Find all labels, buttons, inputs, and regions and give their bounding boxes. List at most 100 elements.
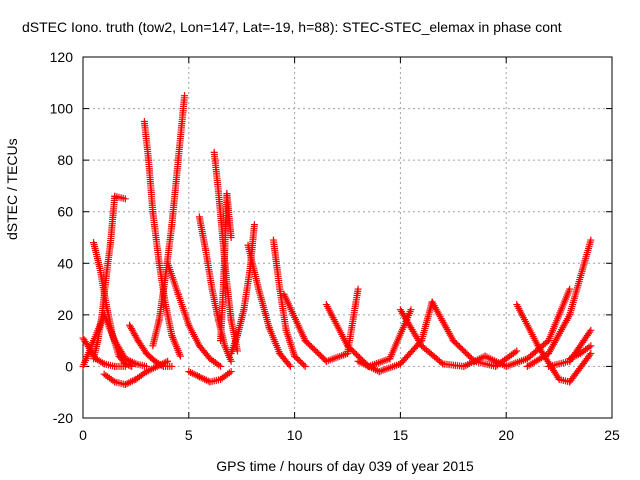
chart-title: dSTEC Iono. truth (tow2, Lon=147, Lat=-1… <box>22 19 562 35</box>
data-point <box>98 359 106 367</box>
series-13 <box>217 190 235 345</box>
data-point <box>121 360 129 368</box>
data-point <box>303 338 311 346</box>
data-point <box>286 362 294 370</box>
x-tick-label: 10 <box>287 427 303 443</box>
plot-frame <box>82 56 613 419</box>
data-point <box>300 361 308 369</box>
y-tick-label: 60 <box>57 204 73 220</box>
data-point <box>586 351 594 359</box>
data-point <box>351 349 359 357</box>
data-point <box>460 347 468 355</box>
y-tick-label: 40 <box>57 255 73 271</box>
data-point <box>126 362 134 370</box>
data-point <box>295 357 303 365</box>
data-point <box>292 354 300 362</box>
data-point <box>466 353 474 361</box>
series-24 <box>523 236 595 370</box>
series-4 <box>90 192 129 363</box>
data-point <box>467 354 475 362</box>
data-point <box>587 326 595 334</box>
data-point <box>354 285 362 293</box>
data-point <box>285 361 293 369</box>
series-9 <box>164 259 225 370</box>
data-point <box>451 338 459 346</box>
data-point <box>250 221 258 229</box>
data-point <box>347 345 355 353</box>
data-point <box>128 362 136 370</box>
data-point <box>217 362 225 370</box>
x-tick-label: 25 <box>604 427 620 443</box>
x-tick-label: 20 <box>498 427 514 443</box>
data-point <box>469 356 477 364</box>
data-point <box>227 234 235 241</box>
y-tick-label: 0 <box>65 358 73 374</box>
data-point <box>123 360 131 368</box>
data-point <box>353 351 361 359</box>
y-tick-label: 80 <box>57 152 73 168</box>
data-point <box>586 328 594 336</box>
x-tick-label: 0 <box>79 427 87 443</box>
data-point <box>437 358 445 366</box>
data-point <box>344 342 351 350</box>
series-15 <box>244 241 294 370</box>
series-10 <box>185 368 235 386</box>
data-point <box>464 351 472 359</box>
series-8 <box>149 92 189 350</box>
series-19 <box>354 298 436 376</box>
data-point <box>587 342 595 350</box>
data-point <box>319 354 327 362</box>
data-point <box>301 337 309 345</box>
y-tick-label: -20 <box>53 410 73 426</box>
data-point <box>158 361 166 369</box>
data-point <box>304 340 312 348</box>
data-point <box>297 358 305 366</box>
data-point <box>513 347 521 355</box>
data-point <box>307 343 315 351</box>
data-point <box>124 361 132 369</box>
data-point <box>313 348 321 356</box>
data-point <box>309 344 317 352</box>
series-26 <box>566 342 595 363</box>
series-23 <box>513 301 595 386</box>
data-point <box>316 351 324 359</box>
x-axis-label: GPS time / hours of day 039 of year 2015 <box>216 458 474 474</box>
data-point <box>312 347 320 355</box>
x-tick-label: 15 <box>393 427 409 443</box>
series-11 <box>195 213 235 365</box>
data-point <box>227 368 235 376</box>
data-point <box>457 344 465 352</box>
data-point <box>458 345 466 353</box>
data-point <box>176 352 184 360</box>
data-point <box>227 357 235 365</box>
x-tick-label: 5 <box>185 427 193 443</box>
data-point <box>461 348 469 356</box>
data-point <box>168 362 176 370</box>
series-12 <box>210 148 241 355</box>
data-point <box>306 341 314 349</box>
series-6 <box>126 321 176 370</box>
y-tick-label: 120 <box>50 49 74 65</box>
data-point <box>449 337 457 345</box>
data-point <box>463 350 471 358</box>
series-22 <box>481 285 574 370</box>
data-point <box>121 195 129 203</box>
data-point <box>452 340 460 348</box>
data-point <box>455 343 463 351</box>
data-point <box>587 350 595 358</box>
data-point <box>294 355 302 363</box>
data-point <box>350 348 358 356</box>
data-point <box>587 236 595 244</box>
data-point <box>454 341 462 349</box>
series-16 <box>269 236 309 370</box>
data-point <box>566 285 574 293</box>
data-point <box>291 352 299 360</box>
series-7 <box>140 117 184 360</box>
data-point <box>318 353 326 361</box>
series-21 <box>428 298 521 370</box>
data-point <box>407 306 415 314</box>
y-tick-label: 20 <box>57 307 73 323</box>
data-point <box>181 92 189 100</box>
